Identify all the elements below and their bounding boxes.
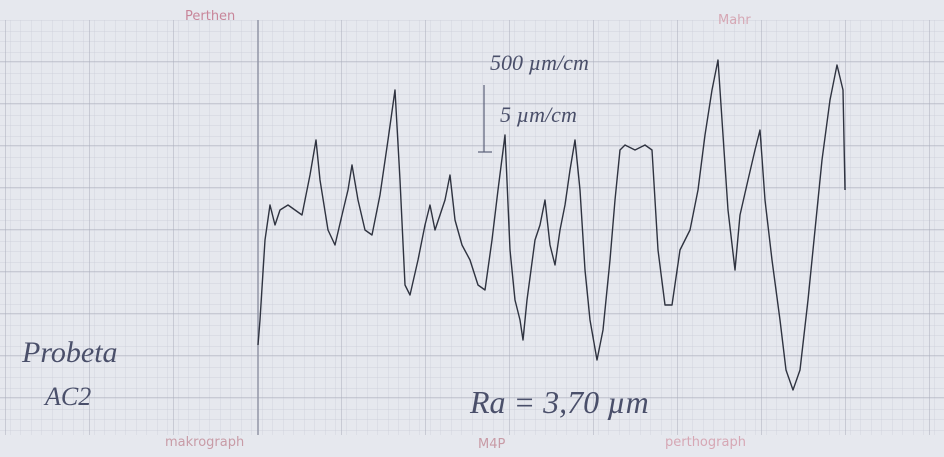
coarse-grid — [0, 20, 944, 435]
roughness-value: Ra = 3,70 µm — [469, 384, 649, 420]
footer-center: M4P — [478, 437, 505, 452]
brand-left: Perthen — [185, 9, 235, 24]
vertical-scale: 500 µm/cm — [490, 50, 589, 75]
footer-left: makrograph — [165, 435, 244, 450]
specimen-name: Probeta — [21, 336, 118, 369]
brand-right: Mahr — [718, 13, 751, 28]
specimen-code: AC2 — [43, 382, 91, 411]
footer-right: perthograph — [665, 435, 746, 450]
profile-trace — [257, 59, 846, 391]
horizontal-scale: 5 µm/cm — [500, 102, 577, 127]
